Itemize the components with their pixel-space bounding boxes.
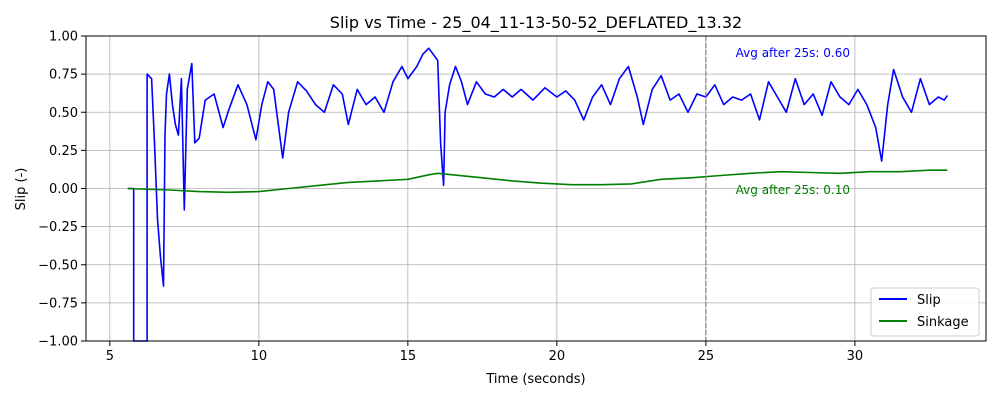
y-tick-label: −0.25 (38, 220, 78, 235)
x-tick-label: 10 (251, 349, 268, 364)
sinkage-series-line (127, 169, 948, 194)
y-axis-ticks: −1.00 −0.75 −0.50 −0.25 0.00 0.25 0.50 0.75 1.00 (38, 30, 86, 350)
x-tick-label: 25 (698, 349, 715, 364)
annotations: Avg after 25s: 0.60 Avg after 25s: 0.10 (736, 46, 850, 197)
y-tick-label: 0.50 (49, 106, 78, 121)
plot-frame (85, 35, 987, 342)
y-tick-label: 0.00 (49, 182, 78, 197)
y-tick-label: −1.00 (38, 335, 78, 350)
legend-slip-label: Slip (917, 293, 941, 308)
x-tick-label: 5 (106, 349, 114, 364)
y-tick-label: 0.75 (49, 68, 78, 83)
average-annotation: Avg after 25s: 0.10 (736, 183, 850, 197)
x-axis-label: Time (seconds) (485, 372, 585, 387)
chart-title: Slip vs Time - 25_04_11-13-50-52_DEFLATE… (330, 13, 742, 33)
y-tick-label: −0.50 (38, 258, 78, 273)
legend: Slip Sinkage (870, 287, 980, 337)
legend-sinkage-label: Sinkage (917, 315, 969, 330)
y-tick-label: −0.75 (38, 296, 78, 311)
series-lines (127, 36, 948, 342)
y-tick-label: 0.25 (49, 144, 78, 159)
x-tick-label: 30 (847, 349, 864, 364)
x-tick-label: 15 (400, 349, 417, 364)
average-annotation: Avg after 25s: 0.60 (736, 46, 850, 60)
x-tick-label: 20 (549, 349, 566, 364)
y-axis-label: Slip (-) (14, 168, 29, 211)
slip-series-line (127, 47, 948, 342)
y-tick-label: 1.00 (49, 30, 78, 45)
x-axis-ticks: 5 10 15 20 25 30 (106, 341, 863, 364)
